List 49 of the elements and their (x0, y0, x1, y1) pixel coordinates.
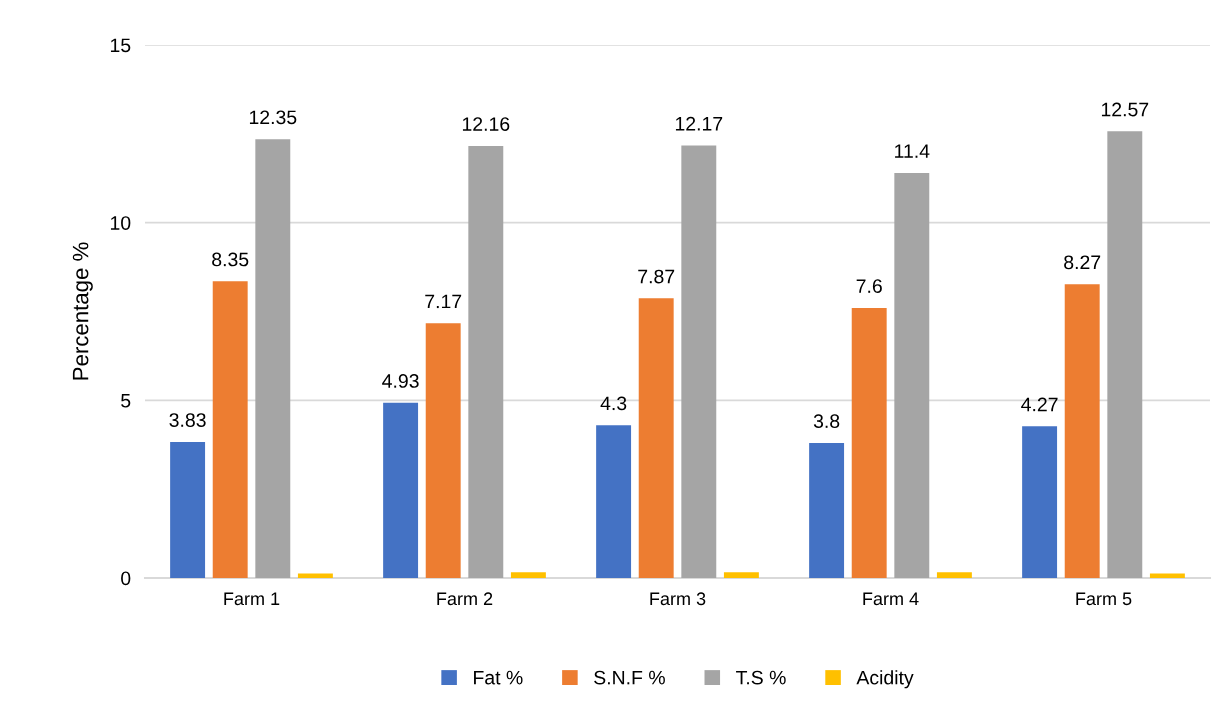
x-tick-label: Farm 5 (1076, 592, 1132, 606)
bar (1064, 284, 1100, 578)
data-label: 12.57 (1101, 102, 1149, 117)
bar (681, 145, 717, 578)
y-tick-label: 10 (110, 216, 131, 230)
x-tick-label: Farm 1 (224, 592, 280, 606)
x-tick-label: Farm 3 (650, 592, 706, 606)
bar (596, 425, 632, 578)
bar (638, 298, 674, 578)
legend-label: S.N.F % (594, 670, 665, 685)
data-label: 4.93 (382, 374, 419, 388)
data-label: 4.27 (1021, 397, 1058, 412)
data-label: 3.8 (813, 414, 840, 429)
y-tick-label: 5 (121, 394, 131, 408)
data-label: 7.6 (856, 279, 882, 293)
bar (255, 139, 291, 578)
data-label: 8.27 (1064, 255, 1101, 270)
data-label: 7.17 (425, 294, 462, 309)
data-label: 12.16 (462, 117, 510, 131)
bar (894, 172, 930, 578)
bar (1149, 573, 1185, 578)
data-label: 11.4 (895, 144, 930, 158)
x-tick-label: Farm 4 (863, 592, 919, 606)
bar (297, 573, 333, 578)
data-label: 12.17 (675, 116, 723, 131)
x-tick-label: Farm 2 (437, 592, 493, 606)
bar (212, 281, 248, 578)
legend-label: T.S % (736, 670, 786, 685)
bar (425, 323, 461, 578)
data-label: 12.35 (249, 110, 297, 125)
y-tick-label: 15 (110, 38, 131, 53)
bar (1022, 426, 1058, 578)
data-label: 7.87 (638, 269, 675, 284)
y-axis-title: Percentage % (72, 242, 93, 380)
data-label: 8.35 (212, 252, 249, 267)
bar (468, 145, 504, 578)
bar (723, 572, 759, 578)
bar (510, 572, 546, 578)
legend-label: Fat % (474, 670, 523, 685)
bar (383, 402, 419, 578)
data-label: 4.3 (600, 396, 627, 411)
bar (851, 307, 887, 578)
bar (809, 442, 845, 578)
bar (1107, 131, 1143, 578)
legend-label: Acidity (856, 670, 914, 689)
data-label: 3.83 (169, 413, 206, 427)
y-tick-label: 0 (121, 571, 131, 586)
bar (170, 441, 206, 578)
bar (936, 572, 972, 578)
